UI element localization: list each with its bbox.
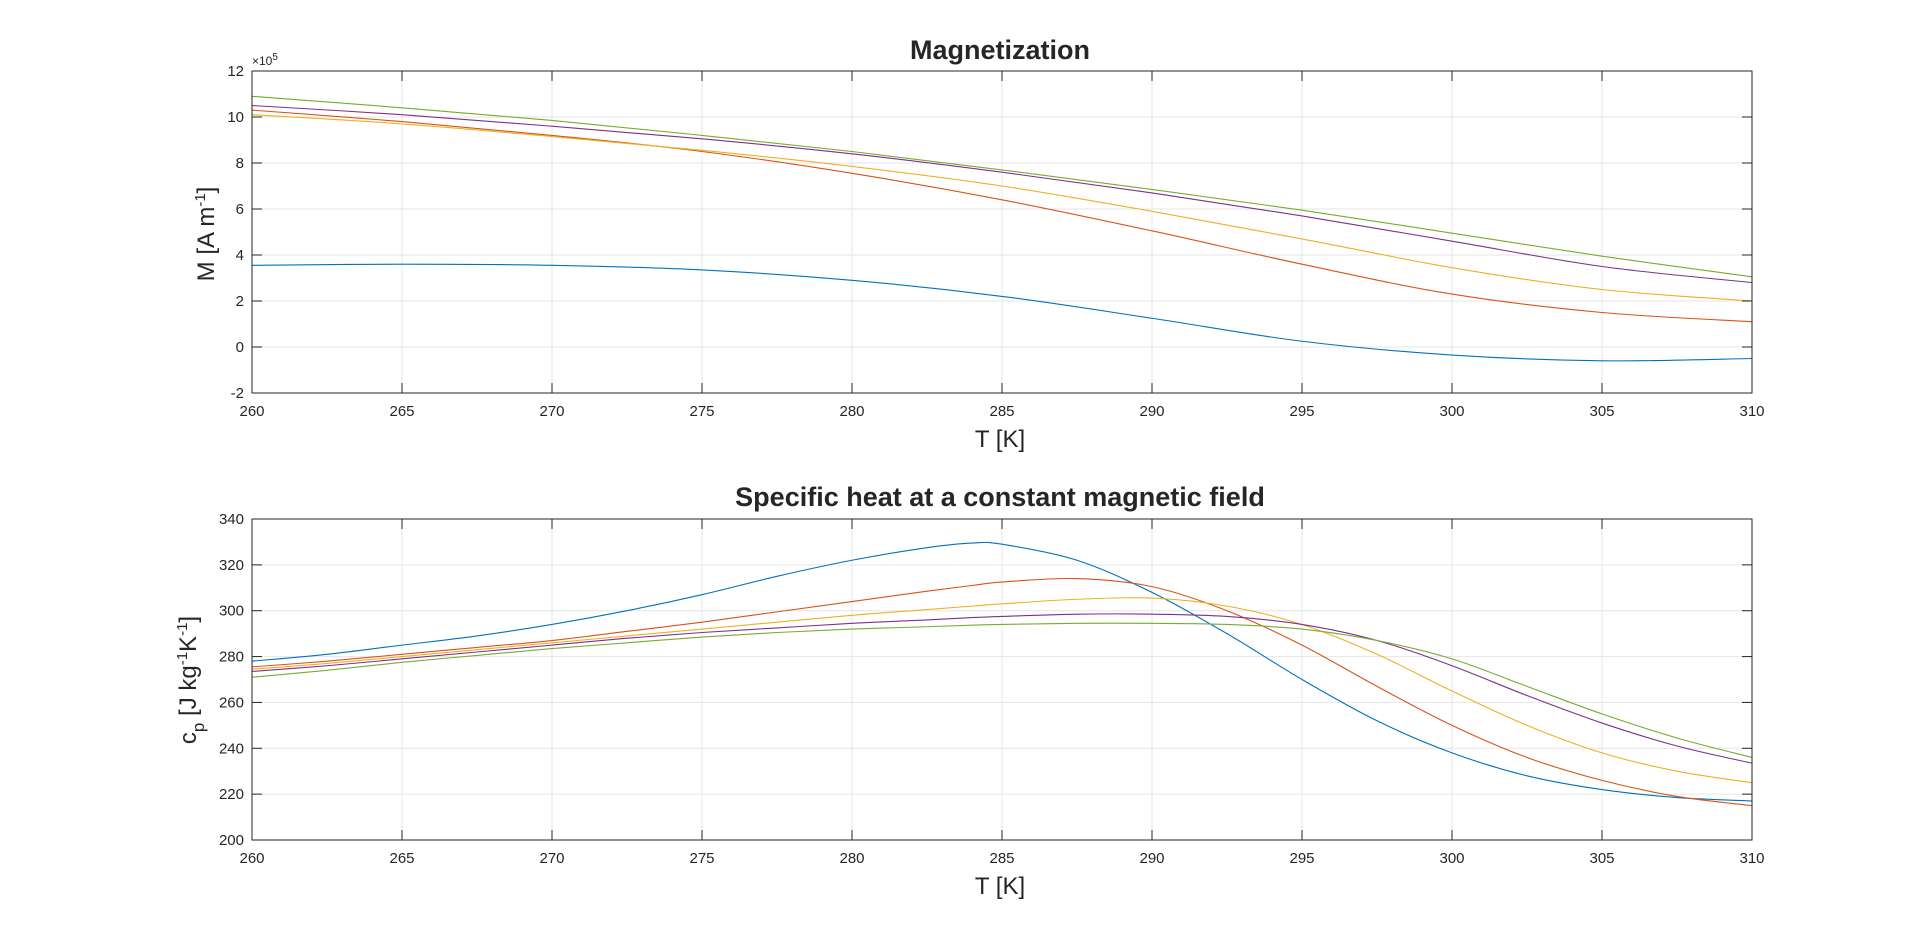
specific-heat-y-tick-label: 220: [219, 786, 244, 803]
magnetization-series-line-3: [251, 114, 1753, 302]
magnetization-y-tick-label: 12: [227, 63, 244, 80]
specific-heat-xlabel: T [K]: [975, 873, 1025, 900]
magnetization-ylabel: M [A m-1]: [192, 187, 220, 282]
magnetization-series-line-1: [251, 263, 1753, 362]
magnetization-title: Magnetization: [910, 35, 1090, 65]
specific-heat-series-line-3: [251, 597, 1753, 784]
specific-heat-series-line-4: [251, 613, 1753, 764]
magnetization-y-exponent: ×105: [252, 52, 278, 68]
magnetization-x-tick-label: 300: [1439, 403, 1464, 420]
specific-heat-x-tick-label: 260: [239, 850, 264, 867]
specific-heat-y-tick-label: 280: [219, 649, 244, 666]
specific-heat-y-tick-label: 260: [219, 694, 244, 711]
specific-heat-ylabel-sup1: -1: [174, 652, 191, 665]
specific-heat-y-tick-label: 200: [219, 832, 244, 849]
magnetization-ylabel-end: ]: [193, 187, 220, 194]
magnetization-axes: 260 265 270 275 280 285 290 295 300 305 310 -2 0 2 4 6 8…: [192, 35, 1765, 453]
specific-heat-ylabel-sup2: -1: [174, 623, 191, 636]
magnetization-x-tick-label: 305: [1589, 403, 1614, 420]
magnetization-x-tick-label: 260: [239, 403, 264, 420]
specific-heat-x-tick-label: 290: [1139, 850, 1164, 867]
specific-heat-x-tick-label: 280: [839, 850, 864, 867]
magnetization-y-exponent-power: 5: [272, 52, 278, 63]
magnetization-xlabel: T [K]: [975, 426, 1025, 453]
specific-heat-y-tick-label: 240: [219, 740, 244, 757]
magnetization-series-line-4: [251, 104, 1753, 284]
magnetization-y-tick-label: 4: [236, 247, 244, 264]
specific-heat-x-tick-label: 265: [389, 850, 414, 867]
specific-heat-x-tick-label: 310: [1739, 850, 1764, 867]
specific-heat-x-tick-label: 275: [689, 850, 714, 867]
specific-heat-x-tick-label: 305: [1589, 850, 1614, 867]
magnetization-y-exponent-base: ×10: [252, 54, 273, 68]
specific-heat-series-line-1: [251, 541, 1753, 802]
magnetization-x-tick-label: 310: [1739, 403, 1764, 420]
magnetization-series: [251, 95, 1753, 362]
specific-heat-ylabel-mid: [J kg: [175, 665, 202, 722]
magnetization-x-tick-label: 265: [389, 403, 414, 420]
specific-heat-y-tick-label: 340: [219, 511, 244, 528]
magnetization-y-tick-label: 10: [227, 109, 244, 126]
specific-heat-series-line-2: [251, 577, 1753, 807]
magnetization-series-line-5: [251, 95, 1753, 278]
magnetization-ticks: 260 265 270 275 280 285 290 295 300 305 310 -2 0 2 4 6 8…: [227, 63, 1764, 420]
specific-heat-axes: 260 265 270 275 280 285 290 295 300 305 310 200 220 2…: [174, 482, 1765, 900]
specific-heat-y-tick-label: 300: [219, 603, 244, 620]
specific-heat-ylabel-sub: p: [189, 723, 208, 732]
magnetization-ylabel-sup: -1: [192, 193, 209, 206]
magnetization-x-tick-label: 285: [989, 403, 1014, 420]
specific-heat-ylabel: cp [J kg-1K-1]: [174, 616, 208, 744]
magnetization-y-tick-label: 6: [236, 201, 244, 218]
specific-heat-ylabel-end: ]: [175, 616, 202, 623]
magnetization-x-tick-label: 295: [1289, 403, 1314, 420]
magnetization-y-tick-label: -2: [231, 385, 244, 402]
magnetization-y-tick-label: 0: [236, 339, 244, 356]
magnetization-x-tick-label: 280: [839, 403, 864, 420]
specific-heat-x-tick-label: 270: [539, 850, 564, 867]
specific-heat-ylabel-k: K: [175, 636, 202, 652]
specific-heat-x-tick-label: 300: [1439, 850, 1464, 867]
magnetization-y-tick-label: 8: [236, 155, 244, 172]
specific-heat-y-tick-label: 320: [219, 557, 244, 574]
specific-heat-series-line-5: [251, 622, 1753, 758]
specific-heat-ticks: 260 265 270 275 280 285 290 295 300 305 310 200 220 2…: [219, 511, 1765, 867]
magnetization-x-tick-label: 275: [689, 403, 714, 420]
magnetization-ylabel-main: M [A m: [193, 207, 220, 282]
magnetization-x-tick-label: 270: [539, 403, 564, 420]
specific-heat-series: [251, 541, 1753, 807]
magnetization-x-tick-label: 290: [1139, 403, 1164, 420]
specific-heat-title: Specific heat at a constant magnetic fie…: [735, 482, 1265, 512]
magnetization-y-tick-label: 2: [236, 293, 244, 310]
specific-heat-ylabel-c: c: [175, 732, 202, 744]
magnetization-series-line-2: [251, 109, 1753, 323]
specific-heat-x-tick-label: 295: [1289, 850, 1314, 867]
specific-heat-x-tick-label: 285: [989, 850, 1014, 867]
